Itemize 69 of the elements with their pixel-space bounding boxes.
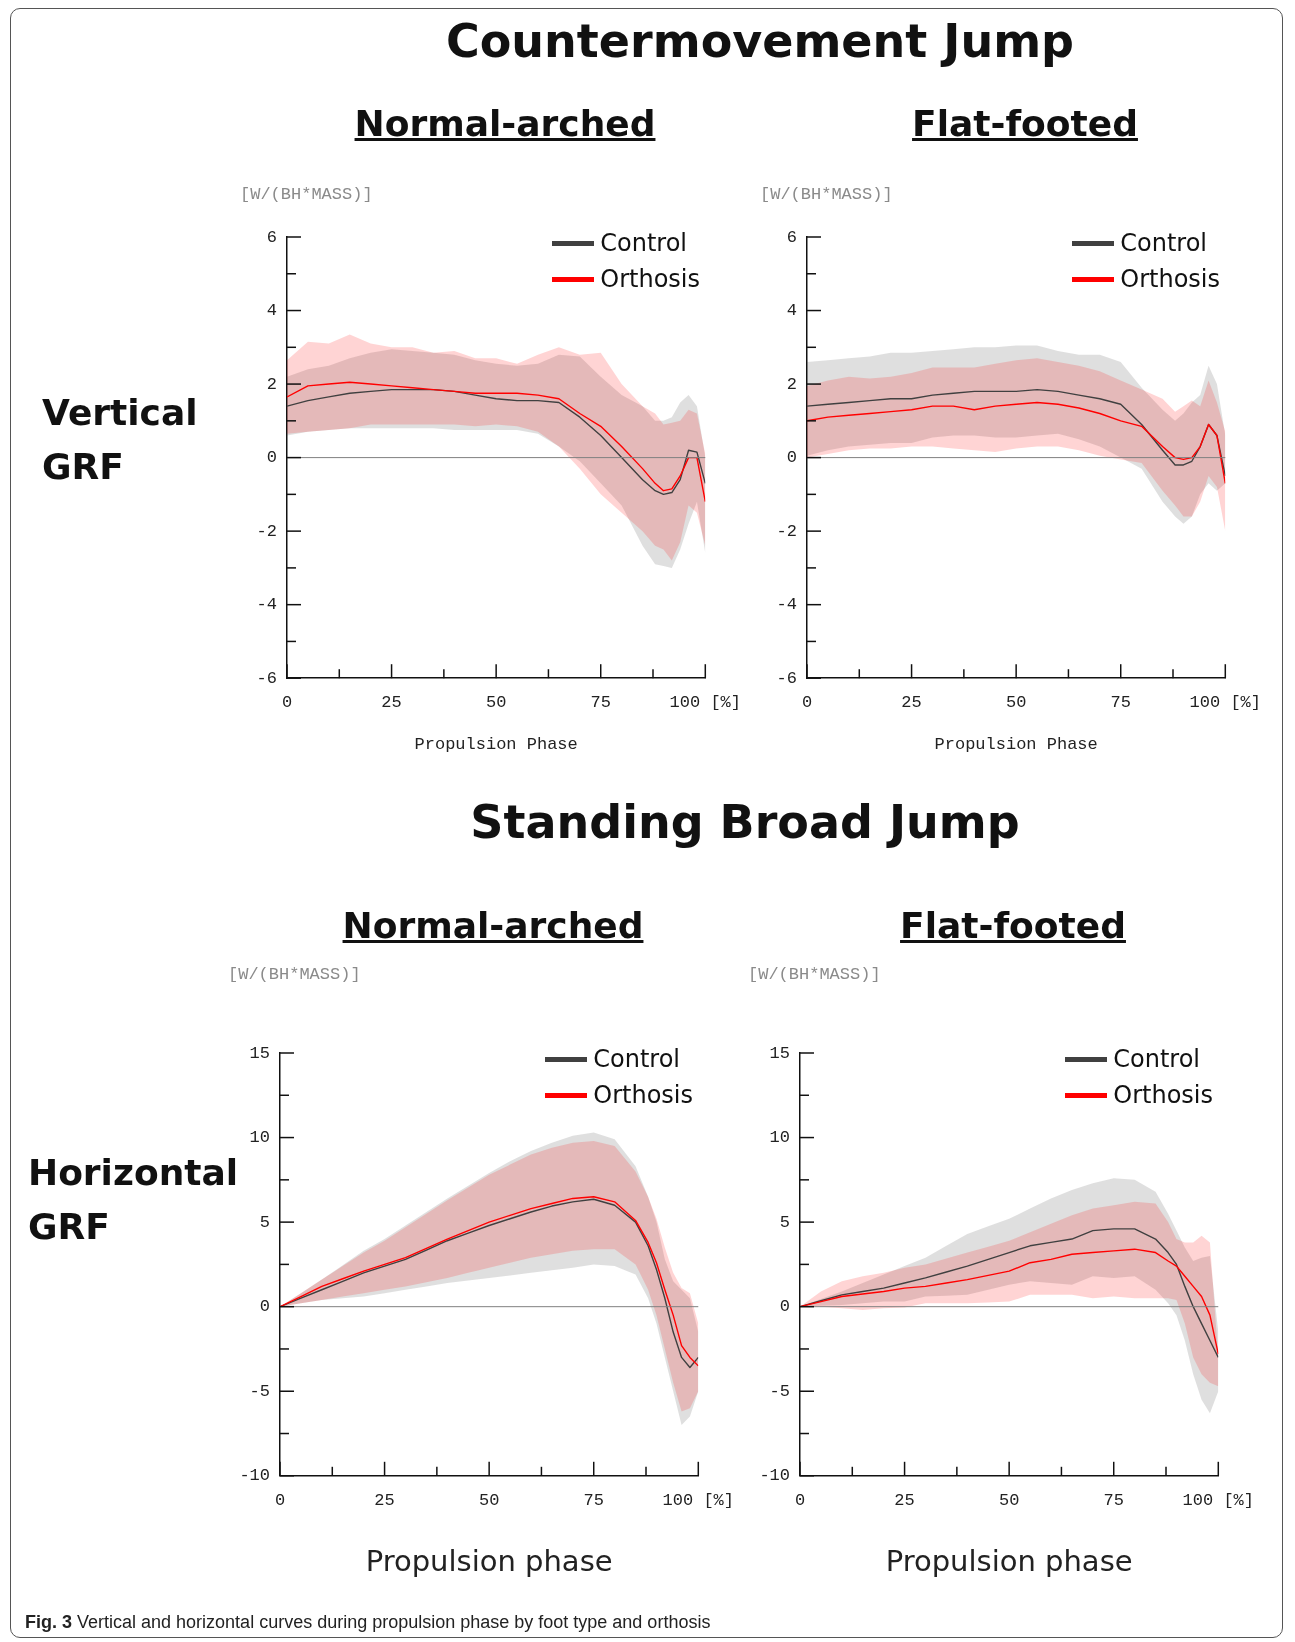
legend-label: Orthosis [593,1081,694,1109]
y-tick-label: -4 [256,595,277,615]
y-tick-label: -5 [249,1381,270,1401]
y-tick-label: 10 [769,1128,790,1148]
text: Countermovement Jump [444,14,1076,68]
y-tick-label: 15 [249,1043,270,1063]
chart-title: Flat-footed [911,103,1139,144]
text: Horizontal GRF [28,1151,239,1249]
y-tick-label: 5 [779,1212,790,1232]
text: Standing Broad Jump [469,795,1021,849]
y-tick-label: -2 [776,521,797,541]
x-tick-label: 100 [%] [1182,1490,1255,1510]
y-tick-label: 0 [259,1297,270,1317]
legend-label: Control [1113,1045,1201,1073]
y-tick-label: -10 [239,1466,270,1486]
caption: Fig. 3 Vertical and horizontal curves during propulsion phase by foot type and orthosis [25,1612,711,1633]
y-tick-label: 5 [259,1212,270,1232]
x-tick-label: 75 [583,1490,604,1510]
y-axis-title: [W/(BH*MASS)] [760,185,893,204]
x-tick-label: 0 [281,692,293,712]
x-tick-label: 25 [381,692,402,712]
legend-label: Control [1120,229,1208,257]
legend-label: Orthosis [1120,265,1221,293]
y-tick-label: 4 [266,301,277,321]
x-axis-title: Propulsion phase [365,1544,613,1579]
y-tick-label: 6 [266,227,277,247]
y-tick-label: -10 [759,1466,790,1486]
y-tick-label: 4 [786,301,797,321]
y-tick-label: 0 [786,448,797,468]
y-tick-label: 6 [786,227,797,247]
y-tick-label: 10 [249,1128,270,1148]
x-tick-label: 50 [998,1490,1020,1510]
chart-title: Normal-arched [353,103,657,144]
y-tick-label: 0 [779,1297,790,1317]
legend-label: Orthosis [600,265,701,293]
x-tick-label: 75 [1110,692,1131,712]
y-tick-label: -4 [776,595,797,615]
x-tick-label: 50 [485,692,507,712]
y-axis-title: [W/(BH*MASS)] [748,965,881,984]
legend-label: Orthosis [1113,1081,1214,1109]
x-tick-label: 75 [590,692,611,712]
chart-title: Normal-arched [341,905,645,946]
y-tick-label: 0 [266,448,277,468]
y-tick-label: -6 [256,668,277,688]
x-tick-label: 50 [478,1490,500,1510]
y-tick-label: 2 [786,374,797,394]
x-axis-title: Propulsion Phase [414,735,578,755]
chart-title: Flat-footed [899,905,1127,946]
x-axis-title: Propulsion phase [885,1544,1133,1579]
y-axis-title: [W/(BH*MASS)] [228,965,361,984]
x-tick-label: 100 [%] [662,1490,735,1510]
y-tick-label: -5 [769,1381,790,1401]
x-tick-label: 50 [1005,692,1027,712]
text: Vertical GRF [42,391,198,489]
x-tick-label: 25 [374,1490,395,1510]
x-tick-label: 100 [%] [669,692,742,712]
x-tick-label: 0 [801,692,813,712]
legend-label: Control [593,1045,681,1073]
y-axis-title: [W/(BH*MASS)] [240,185,373,204]
x-tick-label: 100 [%] [1189,692,1262,712]
x-tick-label: 25 [901,692,922,712]
y-tick-label: -2 [256,521,277,541]
x-tick-label: 25 [894,1490,915,1510]
y-tick-label: 15 [769,1043,790,1063]
x-tick-label: 75 [1103,1490,1124,1510]
y-tick-label: 2 [266,374,277,394]
x-axis-title: Propulsion Phase [934,735,1098,755]
y-tick-label: -6 [776,668,797,688]
legend-label: Control [600,229,688,257]
